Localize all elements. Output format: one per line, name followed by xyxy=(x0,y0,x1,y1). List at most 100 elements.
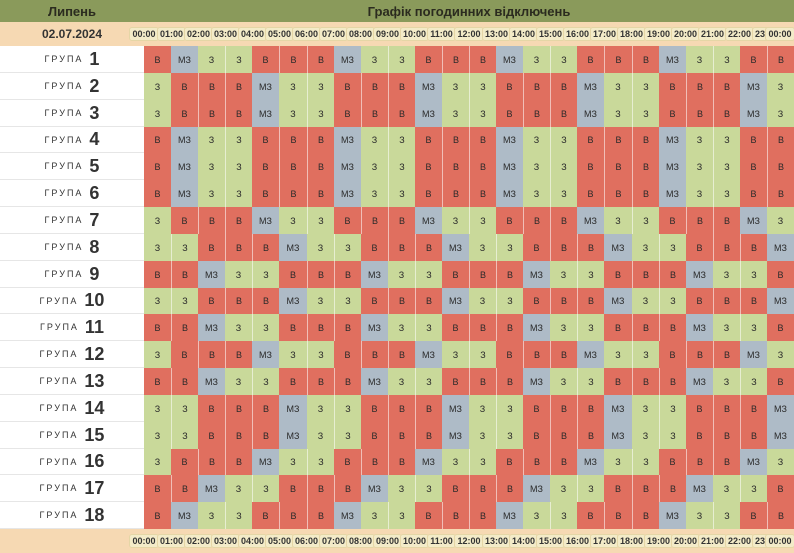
schedule-cell: В xyxy=(604,153,632,180)
top-time-13: 13:00 xyxy=(481,22,512,46)
schedule-cell: З xyxy=(198,153,225,180)
schedule-cell: З xyxy=(523,502,550,529)
schedule-cell: З xyxy=(740,475,767,502)
time-label: 21:00 xyxy=(697,27,728,41)
schedule-cell: В xyxy=(469,475,496,502)
time-label: 21:00 xyxy=(697,534,728,548)
schedule-cell: В xyxy=(279,261,307,288)
schedule-cell: В xyxy=(686,449,713,475)
schedule-cell: В xyxy=(225,207,252,234)
schedule-cell: МЗ xyxy=(496,180,523,207)
group-number: 14 xyxy=(84,397,105,418)
schedule-cell: МЗ xyxy=(361,314,388,341)
schedule-cell: З xyxy=(632,449,659,475)
schedule-cell: В xyxy=(577,288,604,314)
schedule-cell: З xyxy=(279,207,307,234)
schedule-cell: З xyxy=(550,127,577,153)
schedule-cell: З xyxy=(686,46,713,73)
group-number: 7 xyxy=(89,209,100,230)
schedule-cell: З xyxy=(767,73,794,100)
schedule-cell: В xyxy=(171,207,198,234)
schedule-cell: З xyxy=(225,314,252,341)
schedule-cell: В xyxy=(659,73,686,100)
schedule-cell: В xyxy=(307,153,334,180)
schedule-cell: В xyxy=(279,368,307,395)
schedule-cell: З xyxy=(713,46,740,73)
schedule-cell: МЗ xyxy=(171,153,198,180)
schedule-cell: З xyxy=(307,234,334,261)
time-label: 06:00 xyxy=(291,27,322,41)
schedule-cell: В xyxy=(632,314,659,341)
schedule-cell: МЗ xyxy=(252,341,279,368)
schedule-cell: В xyxy=(767,46,794,73)
schedule-cell: МЗ xyxy=(252,449,279,475)
group-label-16: ГРУПА 16 xyxy=(0,449,144,475)
schedule-cell: МЗ xyxy=(171,46,198,73)
schedule-cell: МЗ xyxy=(740,207,767,234)
schedule-cell: МЗ xyxy=(686,314,713,341)
schedule-cell: В xyxy=(713,207,740,234)
bottom-time-3: 03:00 xyxy=(210,529,241,553)
schedule-cell: З xyxy=(550,314,577,341)
schedule-cell: З xyxy=(307,207,334,234)
group-label-5: ГРУПА 5 xyxy=(0,153,144,180)
time-label: 17:00 xyxy=(589,27,620,41)
group-number: 15 xyxy=(84,424,105,445)
schedule-cell: В xyxy=(659,341,686,368)
group-label-9: ГРУПА 9 xyxy=(0,261,144,288)
schedule-cell: З xyxy=(713,475,740,502)
time-label: 11:00 xyxy=(427,534,456,548)
schedule-cell: В xyxy=(415,288,442,314)
schedule-cell: В xyxy=(686,395,713,422)
schedule-cell: МЗ xyxy=(767,234,794,261)
schedule-cell: З xyxy=(604,449,632,475)
schedule-cell: В xyxy=(577,422,604,449)
schedule-cell: В xyxy=(225,234,252,261)
schedule-cell: В xyxy=(144,180,171,207)
time-label: 04:00 xyxy=(237,27,268,41)
schedule-cell: МЗ xyxy=(361,475,388,502)
schedule-cell: В xyxy=(523,100,550,127)
schedule-cell: В xyxy=(307,314,334,341)
schedule-cell: З xyxy=(225,368,252,395)
schedule-cell: З xyxy=(496,395,523,422)
schedule-title: Графік погодинних відключень xyxy=(144,0,794,22)
time-label: 16:00 xyxy=(562,27,593,41)
schedule-cell: З xyxy=(713,127,740,153)
schedule-cell: З xyxy=(144,422,171,449)
schedule-cell: В xyxy=(361,449,388,475)
bottom-time-11: 11:00 xyxy=(427,529,456,553)
top-time-9: 09:00 xyxy=(372,22,403,46)
group-word: ГРУПА xyxy=(44,242,84,252)
schedule-cell: МЗ xyxy=(496,46,523,73)
bottom-time-2: 02:00 xyxy=(183,529,214,553)
time-label: 12:00 xyxy=(454,27,484,41)
schedule-cell: З xyxy=(632,422,659,449)
schedule-cell: З xyxy=(469,449,496,475)
schedule-cell: МЗ xyxy=(442,395,469,422)
schedule-cell: В xyxy=(415,502,442,529)
schedule-cell: В xyxy=(496,261,523,288)
schedule-cell: В xyxy=(740,288,767,314)
schedule-cell: МЗ xyxy=(415,341,442,368)
schedule-cell: В xyxy=(388,422,415,449)
top-time-11: 11:00 xyxy=(427,22,456,46)
schedule-cell: МЗ xyxy=(496,153,523,180)
top-time-15: 15:00 xyxy=(535,22,566,46)
schedule-cell: В xyxy=(659,207,686,234)
schedule-cell: З xyxy=(767,207,794,234)
schedule-cell: З xyxy=(225,180,252,207)
schedule-cell: В xyxy=(550,341,577,368)
schedule-cell: З xyxy=(361,153,388,180)
schedule-cell: В xyxy=(713,234,740,261)
schedule-cell: МЗ xyxy=(334,127,361,153)
schedule-cell: З xyxy=(198,127,225,153)
bottom-time-4: 04:00 xyxy=(237,529,268,553)
group-word: ГРУПА xyxy=(44,54,84,64)
schedule-cell: В xyxy=(740,234,767,261)
schedule-cell: В xyxy=(361,234,388,261)
schedule-cell: В xyxy=(334,475,361,502)
schedule-cell: В xyxy=(577,153,604,180)
schedule-cell: З xyxy=(388,261,415,288)
schedule-cell: В xyxy=(252,46,279,73)
